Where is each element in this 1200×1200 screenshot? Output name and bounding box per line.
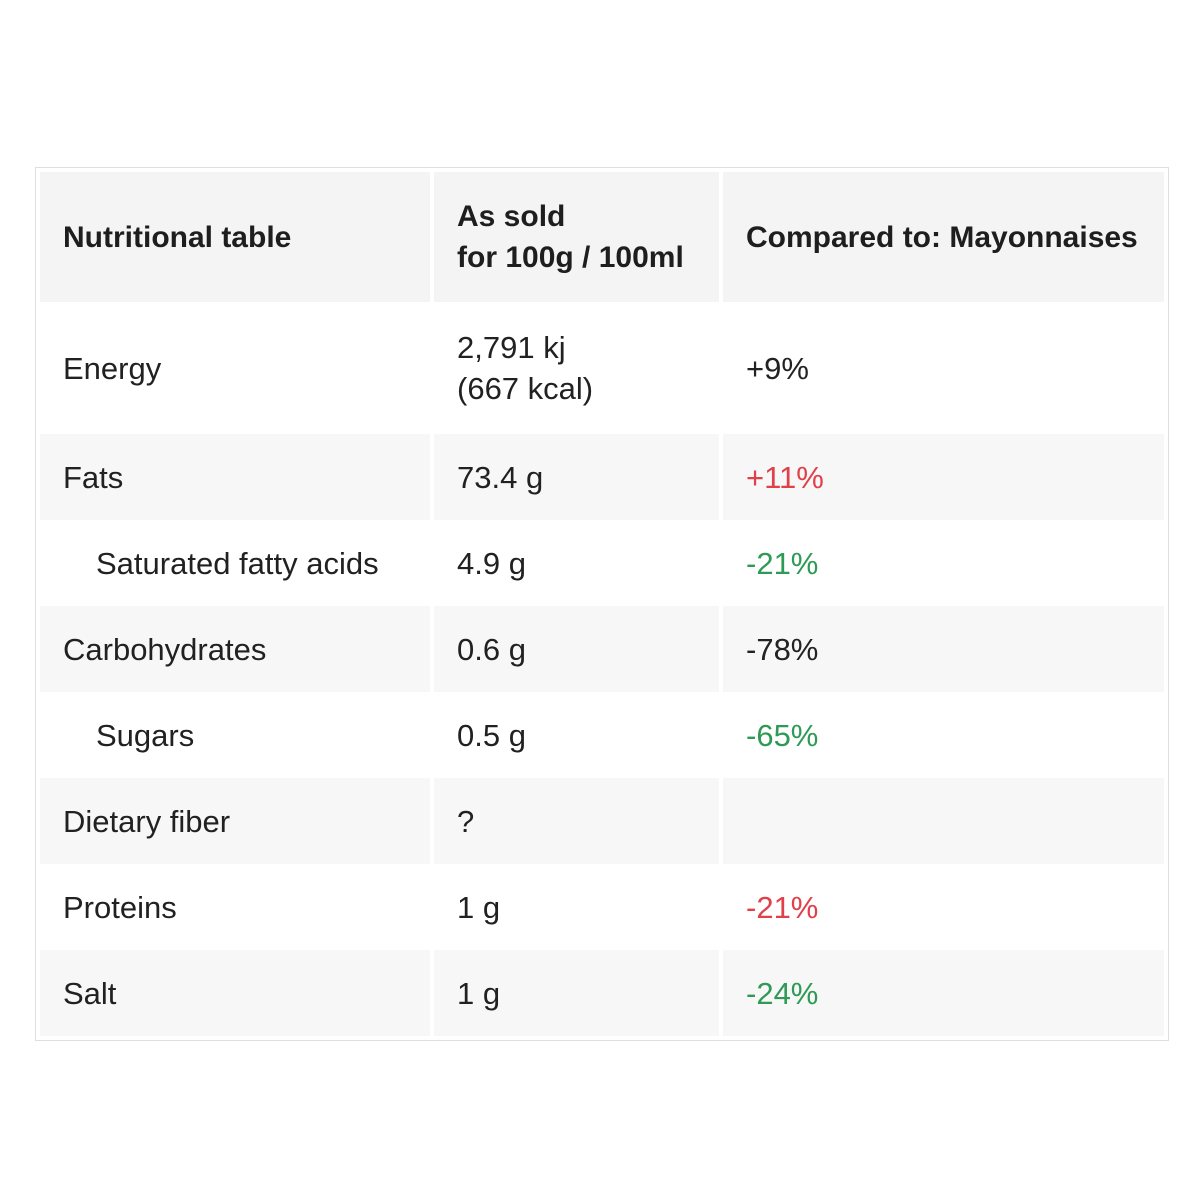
header-as-sold-line2: for 100g / 100ml	[457, 241, 684, 274]
table-row-proteins: Proteins 1 g -21%	[40, 864, 1164, 950]
row-value: 4.9 g	[457, 545, 526, 581]
row-label: Carbohydrates	[40, 606, 430, 692]
table-row-salt: Salt 1 g -24%	[40, 950, 1164, 1036]
header-compared-to: Compared to: Mayonnaises	[723, 172, 1164, 302]
row-value: ?	[434, 778, 719, 864]
table-row-saturated-fatty-acids: Saturated fatty acids 4.9 g -21%	[40, 520, 1164, 606]
nutrition-table-container: Nutritional table As sold for 100g / 100…	[35, 167, 1169, 1041]
row-label: Sugars	[96, 717, 195, 753]
row-label: Dietary fiber	[40, 778, 430, 864]
row-value: 0.5 g	[457, 717, 526, 753]
header-nutritional-table: Nutritional table	[40, 172, 430, 302]
row-compare: +9%	[746, 350, 809, 386]
table-row-fats: Fats 73.4 g +11%	[40, 434, 1164, 520]
row-compare: -78%	[723, 606, 1164, 692]
row-compare: -21%	[746, 545, 819, 581]
table-row-dietary-fiber: Dietary fiber ?	[40, 778, 1164, 864]
row-compare	[723, 778, 1164, 864]
row-label: Energy	[63, 350, 162, 386]
row-compare: +11%	[723, 434, 1164, 520]
table-row-carbohydrates: Carbohydrates 0.6 g -78%	[40, 606, 1164, 692]
table-row-energy: Energy 2,791 kj (667 kcal) +9%	[40, 302, 1164, 434]
row-label: Fats	[40, 434, 430, 520]
row-value: 1 g	[434, 950, 719, 1036]
energy-kj: 2,791 kj	[457, 330, 566, 365]
row-value: 73.4 g	[434, 434, 719, 520]
row-label: Salt	[40, 950, 430, 1036]
row-label: Saturated fatty acids	[96, 545, 379, 581]
row-value: 0.6 g	[434, 606, 719, 692]
row-label: Proteins	[63, 889, 177, 925]
table-header-row: Nutritional table As sold for 100g / 100…	[40, 172, 1164, 302]
row-value: 2,791 kj (667 kcal)	[434, 302, 719, 434]
nutrition-table: Nutritional table As sold for 100g / 100…	[36, 172, 1168, 1036]
energy-kcal: (667 kcal)	[457, 371, 594, 406]
row-compare: -24%	[723, 950, 1164, 1036]
header-as-sold-line1: As sold	[457, 200, 566, 233]
header-as-sold: As sold for 100g / 100ml	[434, 172, 719, 302]
row-value: 1 g	[457, 889, 501, 925]
row-compare: -65%	[746, 717, 819, 753]
row-compare: -21%	[746, 889, 819, 925]
table-row-sugars: Sugars 0.5 g -65%	[40, 692, 1164, 778]
